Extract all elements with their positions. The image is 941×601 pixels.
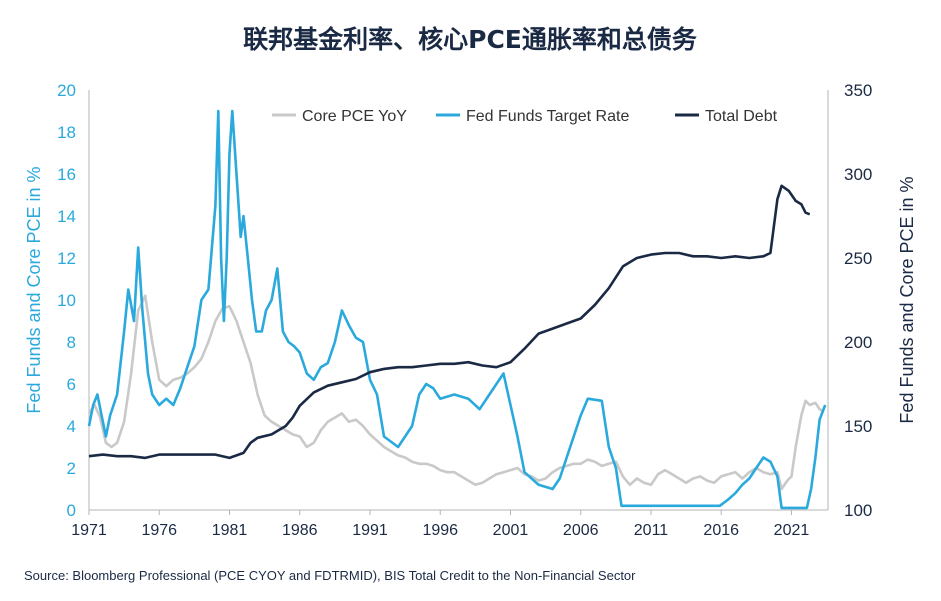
left-tick-label: 4 [67, 417, 76, 436]
left-tick-label: 20 [57, 81, 76, 100]
right-tick-label: 200 [844, 333, 872, 352]
right-tick-label: 250 [844, 249, 872, 268]
source-note: Source: Bloomberg Professional (PCE CYOY… [24, 568, 636, 583]
legend-label-fed-funds: Fed Funds Target Rate [466, 108, 629, 125]
x-tick-label: 2016 [703, 522, 739, 539]
x-axis-ticks: 1971 1976 1981 1986 1991 1996 2001 2006 2011 2016… [71, 510, 809, 539]
x-tick-label: 2001 [493, 522, 529, 539]
right-tick-label: 350 [844, 81, 872, 100]
right-tick-label: 150 [844, 417, 872, 436]
x-tick-label: 1986 [282, 522, 318, 539]
x-tick-label: 1971 [71, 522, 107, 539]
left-tick-label: 18 [57, 123, 76, 142]
legend: Core PCE YoY Fed Funds Target Rate Total… [272, 108, 778, 125]
series-line-core-pce [87, 294, 825, 491]
x-tick-label: 1981 [212, 522, 248, 539]
left-axis-label: Fed Funds and Core PCE in % [24, 166, 44, 413]
left-tick-label: 2 [67, 459, 76, 478]
left-tick-label: 12 [57, 249, 76, 268]
x-tick-label: 2006 [563, 522, 599, 539]
left-tick-label: 16 [57, 165, 76, 184]
x-tick-label: 1976 [141, 522, 177, 539]
left-tick-label: 14 [57, 207, 76, 226]
left-tick-label: 0 [67, 501, 76, 520]
left-axis-ticks: 0 2 4 6 8 10 12 14 16 18 20 [57, 81, 76, 520]
legend-label-core-pce: Core PCE YoY [302, 108, 407, 125]
left-tick-label: 10 [57, 291, 76, 310]
right-tick-label: 100 [844, 501, 872, 520]
x-tick-label: 2021 [774, 522, 810, 539]
right-axis-ticks: 100 150 200 250 300 350 [844, 81, 872, 520]
series-layer [87, 109, 827, 510]
right-tick-label: 300 [844, 165, 872, 184]
series-line-fed-funds [87, 109, 827, 510]
chart-title: 联邦基金利率、核心PCE通胀率和总债务 [243, 25, 697, 54]
left-tick-label: 6 [67, 375, 76, 394]
x-tick-label: 1996 [422, 522, 458, 539]
legend-label-total-debt: Total Debt [705, 108, 778, 125]
x-tick-label: 2011 [634, 522, 669, 539]
x-tick-label: 1991 [352, 522, 388, 539]
series-line-total-debt [88, 184, 811, 460]
left-tick-label: 8 [67, 333, 76, 352]
right-axis-label: Fed Funds and Core PCE in % [897, 176, 917, 423]
